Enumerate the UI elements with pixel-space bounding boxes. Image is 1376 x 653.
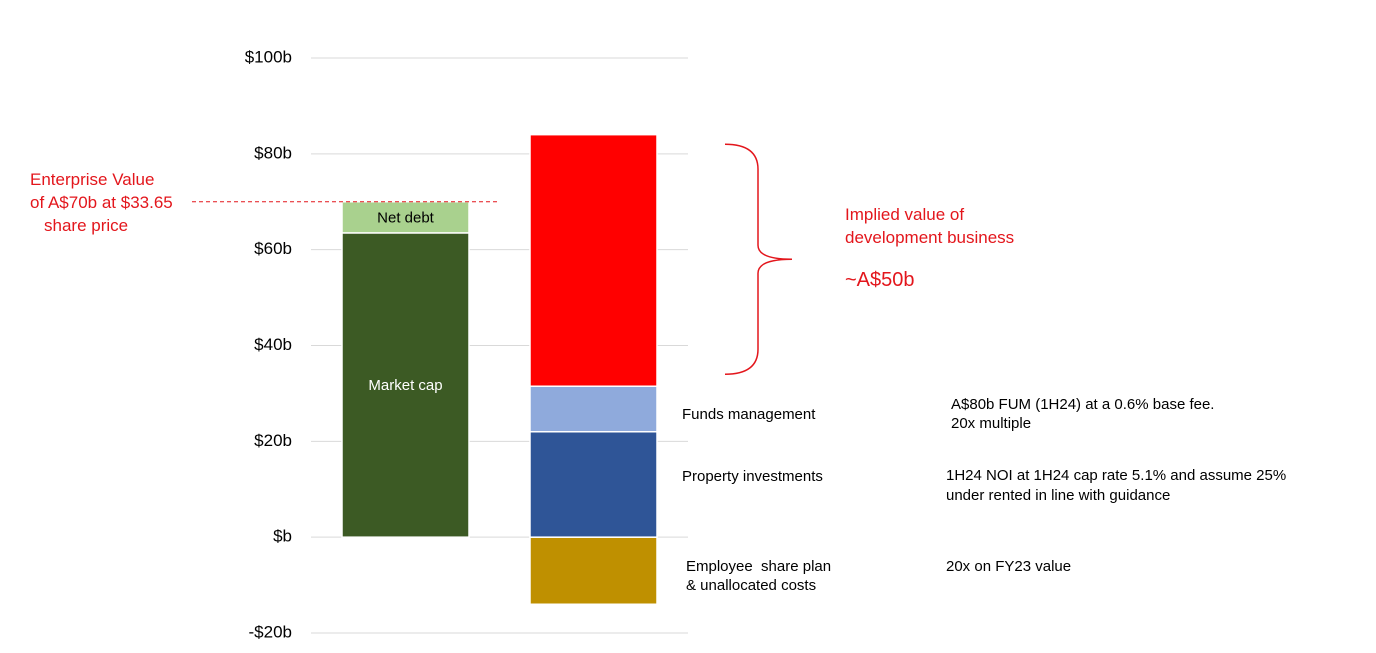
ev-annotation-line3: share price <box>44 216 128 235</box>
label-property-investments: Property investments <box>682 468 823 485</box>
note-property-1: 1H24 NOI at 1H24 cap rate 5.1% and assum… <box>946 467 1286 484</box>
y-axis-tick-labels: $100b $80b $60b $40b $20b $b -$20b <box>245 47 292 641</box>
bar-segment-label: Market cap <box>368 377 442 394</box>
implied-annotation-line2: development business <box>845 228 1014 247</box>
y-tick-label: $80b <box>254 143 292 162</box>
y-tick-label: $60b <box>254 239 292 258</box>
bars: Market cap Net debt <box>341 133 658 606</box>
bar-segment <box>529 385 658 433</box>
ev-annotation-line2: of A$70b at $33.65 <box>30 193 173 212</box>
bar-segment <box>341 232 470 538</box>
implied-annotation-line1: Implied value of <box>845 205 964 224</box>
bar-segment <box>529 431 658 538</box>
y-tick-label: $b <box>273 527 292 546</box>
bar-segment <box>341 201 470 234</box>
y-tick-label: $20b <box>254 431 292 450</box>
y-tick-label: -$20b <box>249 622 292 641</box>
note-funds-2: 20x multiple <box>951 415 1031 432</box>
label-employee-share-plan-2: & unallocated costs <box>686 577 816 594</box>
note-employee: 20x on FY23 value <box>946 558 1071 575</box>
bar-segment <box>529 536 658 606</box>
y-tick-label: $100b <box>245 47 292 66</box>
implied-value: ~A$50b <box>845 269 915 291</box>
curly-brace-icon <box>724 143 793 375</box>
label-employee-share-plan-1: Employee share plan <box>686 558 831 575</box>
note-property-2: under rented in line with guidance <box>946 487 1170 504</box>
label-funds-management: Funds management <box>682 406 816 423</box>
bar-segment <box>529 133 658 387</box>
y-tick-label: $40b <box>254 335 292 354</box>
ev-annotation-line1: Enterprise Value <box>30 170 154 189</box>
note-funds-1: A$80b FUM (1H24) at a 0.6% base fee. <box>951 396 1214 413</box>
bar-segment-label: Net debt <box>377 209 435 226</box>
